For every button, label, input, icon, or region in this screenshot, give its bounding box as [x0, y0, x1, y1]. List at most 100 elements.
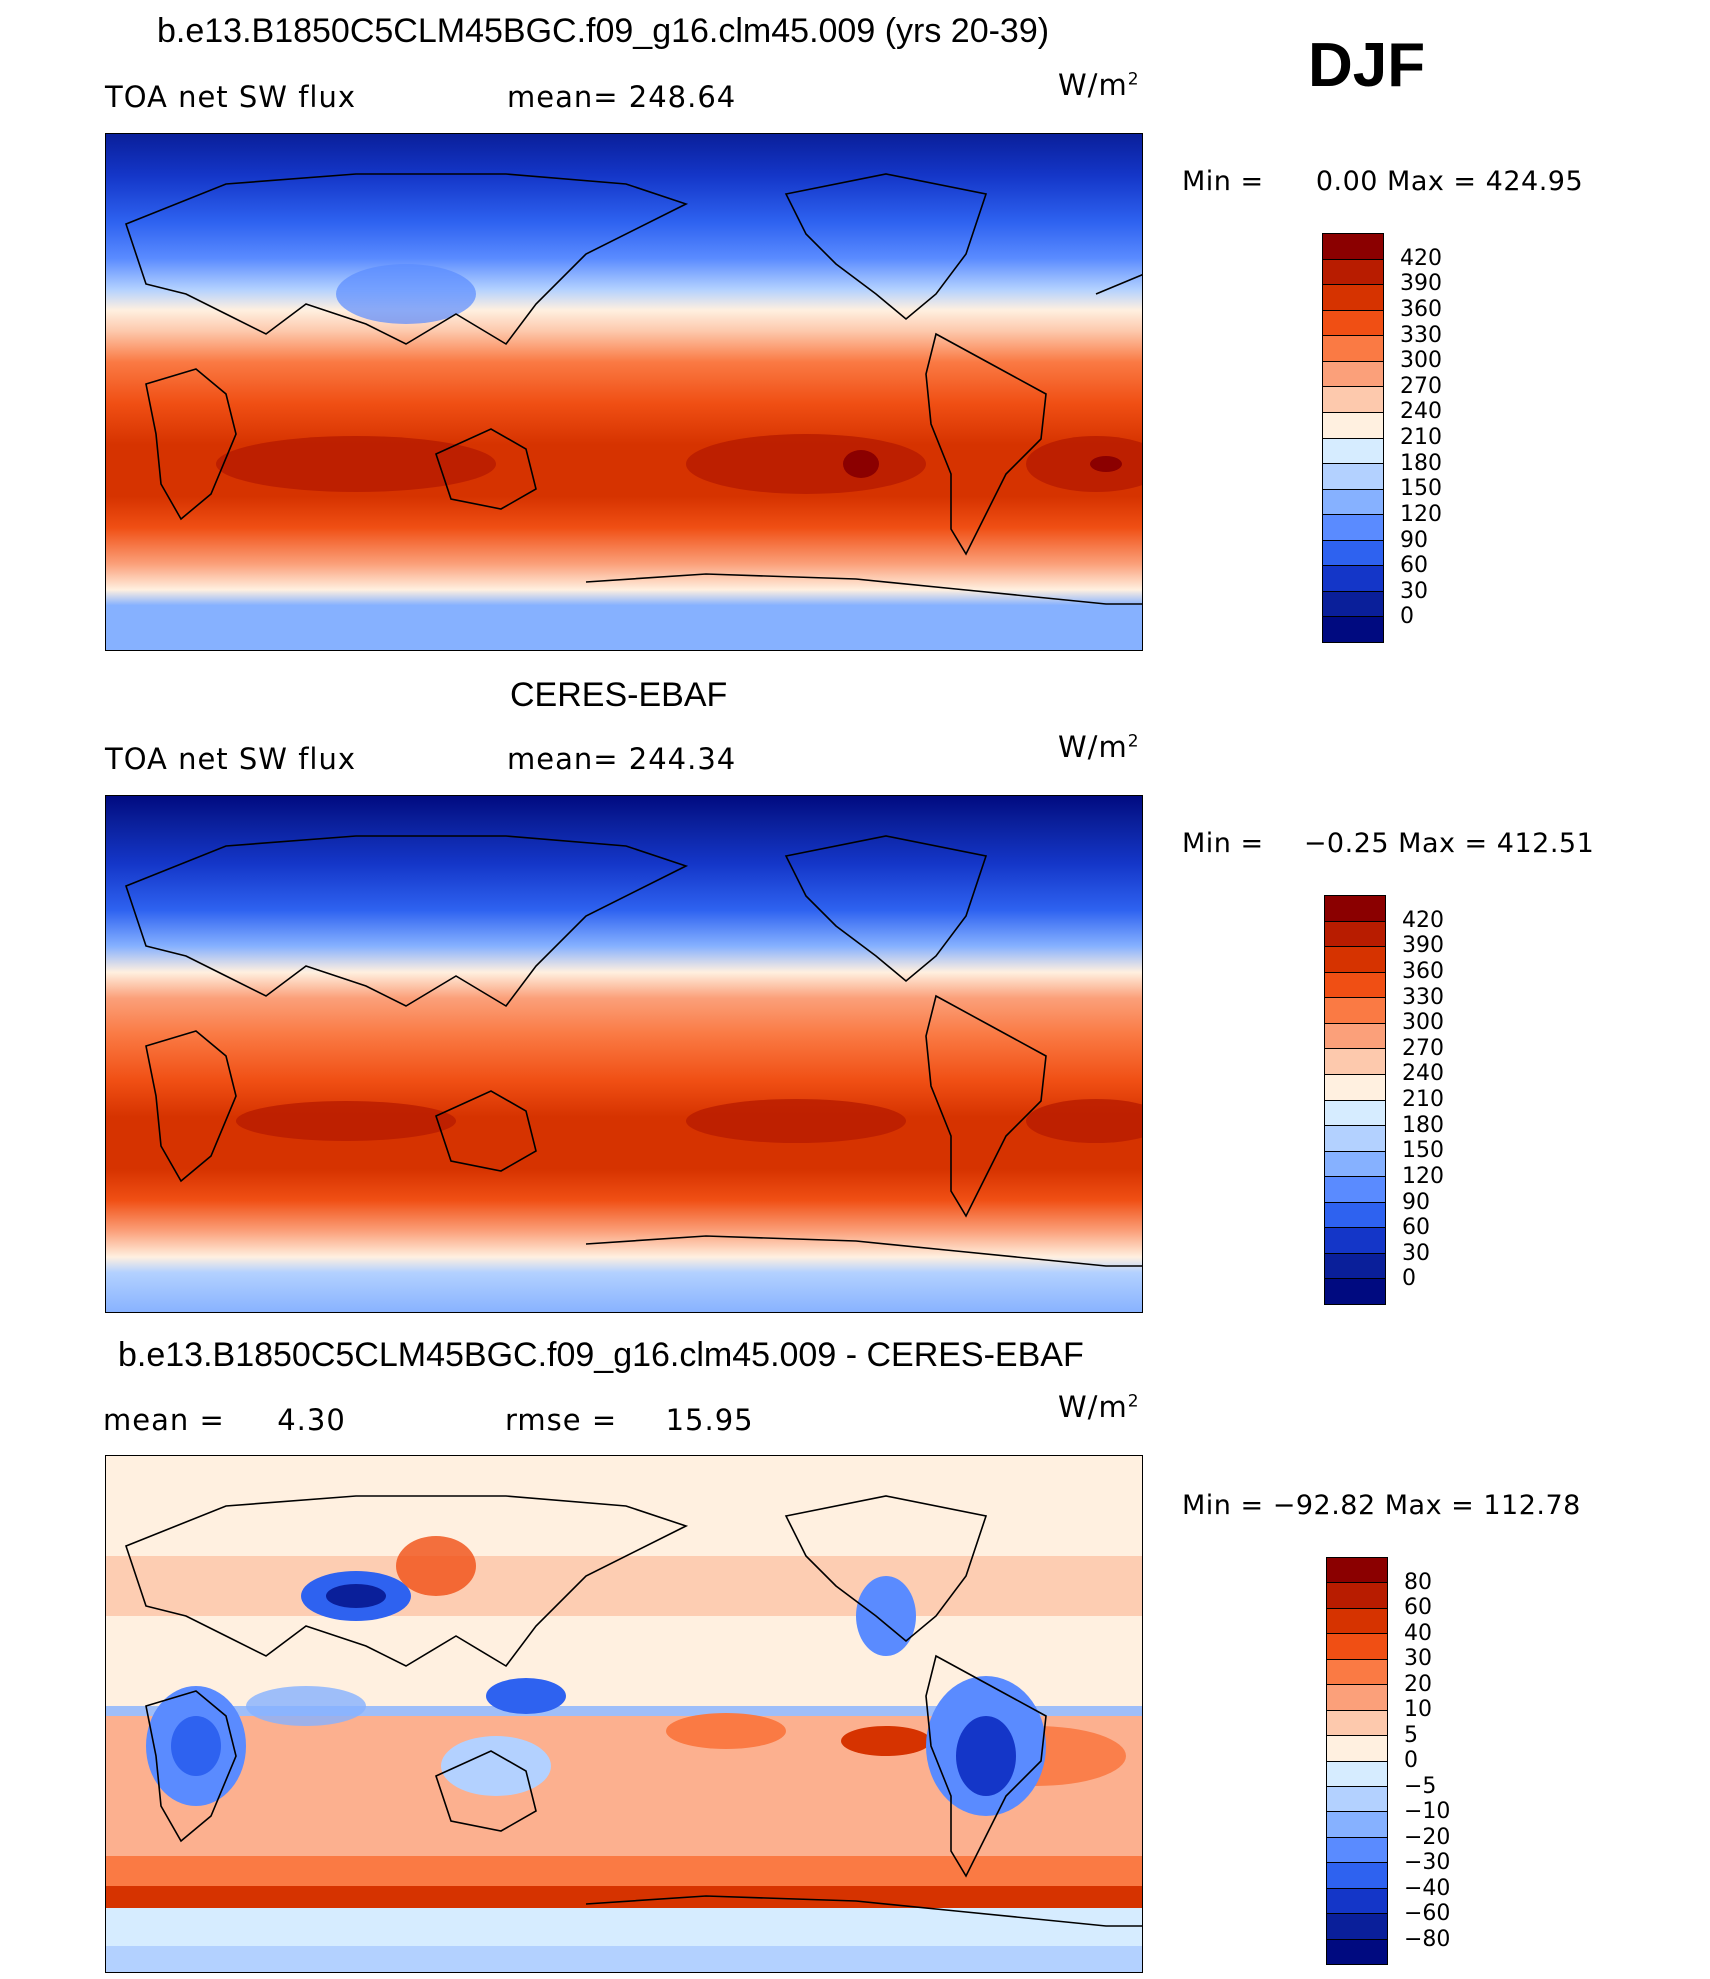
- map-difference: [105, 1455, 1143, 1973]
- colorbar-tick-label: 5: [1404, 1722, 1418, 1748]
- panel-2-min-value: −0.25: [1303, 828, 1390, 859]
- australia-outline: [435, 428, 537, 510]
- panel-1-min-label: Min =: [1182, 166, 1264, 197]
- colorbar-swatch: [1327, 1684, 1387, 1710]
- colorbar-swatch: [1323, 565, 1383, 591]
- colorbar-tick-label: 180: [1400, 450, 1442, 476]
- map-ceres-field: [106, 796, 1142, 1312]
- panel-3-max-label: Max =: [1384, 1490, 1475, 1521]
- colorbar-swatch: [1323, 284, 1383, 310]
- panel-3-min-label: Min =: [1182, 1490, 1264, 1521]
- panel-2-minmax: Min = −0.25 Max = 412.51: [1182, 828, 1594, 859]
- panel-1-title: b.e13.B1850C5CLM45BGC.f09_g16.clm45.009 …: [157, 12, 1050, 50]
- europe-outline: [1095, 273, 1142, 295]
- colorbar-swatch: [1327, 1913, 1387, 1939]
- colorbar-tick-label: 210: [1400, 425, 1442, 450]
- colorbar-swatch: [1327, 1811, 1387, 1837]
- colorbar-swatch: [1327, 1582, 1387, 1608]
- colorbar-swatch: [1325, 1125, 1385, 1151]
- colorbar-swatch: [1323, 488, 1383, 515]
- panel-2-mean-label: mean= 244.34: [507, 742, 736, 776]
- map-ceres-ebaf: [105, 795, 1143, 1313]
- panel-1-mean-text: mean=: [507, 80, 619, 114]
- colorbar-swatch: [1325, 1278, 1385, 1304]
- panel-2-min-label: Min =: [1182, 828, 1264, 859]
- africa-outline: [145, 1690, 237, 1843]
- north-america-outline: [784, 1495, 988, 1643]
- panel-1-min-value: 0.00: [1315, 166, 1378, 197]
- colorbar-swatch: [1325, 1022, 1385, 1049]
- colorbar-tick-label: 60: [1402, 1215, 1430, 1241]
- colorbar-swatch: [1325, 920, 1385, 947]
- south-america-outline: [925, 994, 1047, 1218]
- colorbar-tick-label: −80: [1404, 1926, 1451, 1952]
- south-america-outline: [925, 332, 1047, 556]
- panel-3-max-value: 112.78: [1483, 1490, 1581, 1521]
- eurasia-outline: [125, 835, 689, 1008]
- colorbar-swatch: [1325, 1252, 1385, 1279]
- colorbar-swatch: [1323, 463, 1383, 489]
- panel-2-units: W/m2: [1058, 730, 1140, 764]
- panel-1-mean-label: mean= 248.64: [507, 80, 736, 114]
- colorbar-swatch: [1325, 1048, 1385, 1074]
- north-america-outline: [784, 173, 988, 321]
- colorbar-swatch: [1325, 1201, 1385, 1228]
- colorbar-tick-label: 390: [1400, 271, 1442, 297]
- colorbar-tick-label: 30: [1400, 578, 1428, 604]
- map-difference-field: [106, 1456, 1142, 1972]
- panel-3-min-value: −92.82: [1272, 1490, 1376, 1521]
- colorbar-swatch: [1323, 360, 1383, 387]
- colorbar-swatch: [1327, 1607, 1387, 1634]
- colorbar-tick-label: 30: [1402, 1240, 1430, 1266]
- panel-2-mean-text: mean=: [507, 742, 619, 776]
- panel-3-mean-text: mean =: [103, 1403, 225, 1437]
- colorbar-tick-label: 80: [1404, 1569, 1432, 1595]
- africa-outline: [145, 1030, 237, 1183]
- map-model: [105, 133, 1143, 651]
- antarctica-outline: [585, 573, 1142, 605]
- colorbar-swatch: [1325, 971, 1385, 998]
- panel-2-units-exp: 2: [1127, 731, 1140, 752]
- colorbar-tick-label: 60: [1400, 553, 1428, 579]
- map-model-field: [106, 134, 1142, 650]
- colorbar-tick-label: 360: [1402, 958, 1444, 984]
- colorbar-tick-label: 0: [1402, 1266, 1416, 1292]
- colorbar-swatch: [1327, 1633, 1387, 1659]
- africa-outline: [145, 368, 237, 521]
- panel-2-variable-label: TOA net SW flux: [105, 742, 357, 776]
- colorbar-tick-label: 210: [1402, 1087, 1444, 1112]
- colorbar-swatch: [1325, 1150, 1385, 1177]
- panel-3-rmse-label: rmse = 15.95: [505, 1403, 754, 1437]
- colorbar-swatch: [1323, 258, 1383, 285]
- colorbar-tick-label: 20: [1404, 1671, 1432, 1697]
- panel-1-minmax: Min = 0.00 Max = 424.95: [1182, 166, 1583, 197]
- australia-outline: [435, 1090, 537, 1172]
- colorbar-tick-label: 420: [1400, 245, 1442, 271]
- colorbar-difference: [1326, 1557, 1388, 1965]
- colorbar-tick-label: 390: [1402, 933, 1444, 959]
- colorbar-tick-label: 420: [1402, 907, 1444, 933]
- colorbar-swatch: [1323, 309, 1383, 336]
- australia-outline: [435, 1750, 537, 1832]
- colorbar-tick-label: 60: [1404, 1595, 1432, 1620]
- colorbar-swatch: [1325, 946, 1385, 972]
- panel-2-max-value: 412.51: [1496, 828, 1595, 859]
- colorbar-tick-label: 240: [1400, 399, 1442, 425]
- colorbar-tick-label: 270: [1400, 373, 1442, 399]
- panel-1-max-label: Max =: [1387, 166, 1477, 197]
- colorbar-swatch: [1327, 1887, 1387, 1914]
- colorbar-swatch: [1323, 234, 1383, 259]
- colorbar-swatch: [1327, 1862, 1387, 1888]
- colorbar-tick-label: 10: [1404, 1697, 1432, 1722]
- colorbar-swatch: [1325, 997, 1385, 1023]
- panel-3-mean-value: 4.30: [277, 1403, 346, 1437]
- colorbar-tick-label: −10: [1404, 1799, 1451, 1824]
- colorbar-tick-label: 360: [1400, 296, 1442, 322]
- panel-1-variable-label: TOA net SW flux: [105, 80, 357, 114]
- panel-1-max-value: 424.95: [1485, 166, 1584, 197]
- colorbar-tick-label: 330: [1402, 984, 1444, 1010]
- colorbar-model: [1322, 233, 1384, 643]
- colorbar-swatch: [1323, 411, 1383, 438]
- colorbar-swatch: [1323, 616, 1383, 642]
- colorbar-tick-label: 300: [1400, 348, 1442, 374]
